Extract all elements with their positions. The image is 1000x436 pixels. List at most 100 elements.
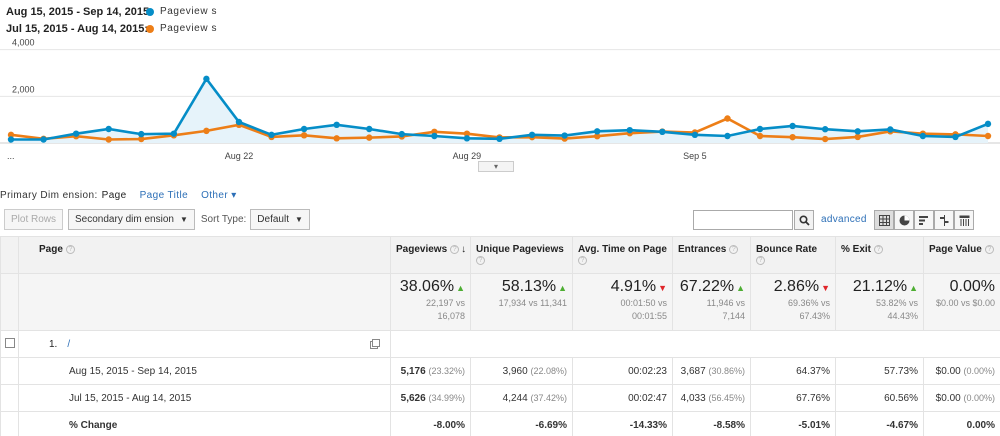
legend-row-current: Aug 15, 2015 - Sep 14, 2015: Pageview s <box>6 3 217 20</box>
data-point[interactable] <box>724 115 731 122</box>
grid-view-button[interactable] <box>874 210 894 230</box>
chart-resize-handle[interactable]: ▾ <box>478 161 514 172</box>
data-point[interactable] <box>105 125 112 133</box>
data-point[interactable] <box>72 130 80 137</box>
row-checkbox[interactable] <box>4 337 15 348</box>
data-point[interactable] <box>854 133 861 141</box>
data-point[interactable] <box>594 133 601 140</box>
pivot-view-button[interactable] <box>954 210 974 230</box>
secondary-dimension-dropdown[interactable]: Secondary dim ension ▼ <box>68 208 195 230</box>
data-point[interactable] <box>887 126 894 133</box>
help-icon[interactable]: ? <box>578 255 587 265</box>
data-point[interactable] <box>138 135 145 143</box>
data-point[interactable] <box>203 127 210 135</box>
data-point[interactable] <box>463 130 471 137</box>
data-point[interactable] <box>724 132 731 140</box>
data-point[interactable] <box>594 128 601 135</box>
help-icon[interactable]: ? <box>476 255 485 265</box>
column-header-pageviews[interactable]: Pageviews? ↓ <box>390 236 471 274</box>
data-point[interactable] <box>919 132 927 140</box>
sort-type-dropdown[interactable]: Default ▼ <box>250 208 310 230</box>
table-toolbar: Plot Rows Secondary dim ension ▼ Sort Ty… <box>4 208 310 230</box>
column-header-page[interactable]: Page? <box>18 236 391 274</box>
data-point[interactable] <box>984 132 992 140</box>
help-icon[interactable]: ? <box>984 244 994 254</box>
legend-dot-current <box>146 7 154 16</box>
data-point[interactable] <box>431 132 438 140</box>
cell-pageviews: 5,626 (34.99%) <box>390 384 471 412</box>
data-point[interactable] <box>756 132 764 140</box>
pageviews-line-chart: 4,000 2,000... Aug 22 Aug 29 Sep 5 <box>0 38 1000 161</box>
data-point[interactable] <box>659 128 666 135</box>
data-point[interactable] <box>952 133 959 141</box>
primary-dimension-page-title[interactable]: Page Title <box>139 189 189 201</box>
performance-view-button[interactable] <box>914 210 934 230</box>
data-point[interactable] <box>789 133 796 141</box>
data-point[interactable] <box>756 125 764 133</box>
data-point[interactable] <box>691 131 699 139</box>
data-point[interactable] <box>496 135 503 142</box>
advanced-filter-link[interactable]: advanced <box>821 214 867 225</box>
comparison-view-button[interactable] <box>934 210 954 230</box>
column-header-exit[interactable]: % Exit? <box>835 236 924 274</box>
arrow-up-icon: ▲ <box>456 283 465 293</box>
data-point[interactable] <box>138 130 145 138</box>
data-point[interactable] <box>268 131 275 139</box>
help-icon[interactable]: ? <box>756 255 765 265</box>
data-point[interactable] <box>300 125 308 133</box>
table-search-input[interactable] <box>693 210 793 230</box>
data-point[interactable] <box>463 135 471 142</box>
help-icon[interactable]: ? <box>65 244 75 254</box>
data-point[interactable] <box>854 128 861 135</box>
data-point[interactable] <box>170 130 178 137</box>
plot-rows-button[interactable]: Plot Rows <box>4 208 64 230</box>
summary-row: 38.06% ▲ 22,197 vs 16,078 58.13% ▲ 17,934 … <box>0 273 1000 331</box>
data-point[interactable] <box>366 125 373 133</box>
data-point[interactable] <box>105 136 112 143</box>
primary-dimension-other[interactable]: Other ▾ <box>201 189 237 201</box>
cell-bounce-rate: 67.76% <box>750 384 836 412</box>
help-icon[interactable]: ? <box>450 244 460 254</box>
data-point[interactable] <box>235 118 243 126</box>
column-header-entrances[interactable]: Entrances? <box>672 236 751 274</box>
sort-type-value: Default <box>257 213 289 225</box>
data-point[interactable] <box>7 131 15 139</box>
data-point[interactable] <box>333 135 340 142</box>
data-point[interactable] <box>203 75 210 83</box>
series-line <box>11 76 989 141</box>
data-point[interactable] <box>528 131 536 139</box>
column-header-page-value[interactable]: Page Value? <box>923 236 1000 274</box>
cell-exit: 60.56% <box>835 384 924 412</box>
help-icon[interactable]: ? <box>729 244 739 254</box>
summary-exit: 21.12% ▲ 53.82% vs 44.43% <box>835 273 924 331</box>
cell-page-value: 0.00% <box>923 411 1000 436</box>
column-header-avg-time[interactable]: Avg. Time on Page? <box>572 236 673 274</box>
help-icon[interactable]: ? <box>874 244 884 254</box>
page-link[interactable]: / <box>67 338 71 350</box>
cell-bounce-rate: 64.37% <box>750 357 836 385</box>
data-point[interactable] <box>7 136 15 143</box>
data-point[interactable] <box>300 132 308 139</box>
cell-pageviews: -8.00% <box>390 411 471 436</box>
open-external-icon[interactable] <box>370 339 380 349</box>
arrow-down-icon: ▼ <box>658 283 667 293</box>
x-tick-label: Sep 5 <box>683 151 707 161</box>
pie-view-button[interactable] <box>894 210 914 230</box>
summary-entrances: 67.22% ▲ 11,946 vs 7,144 <box>672 273 751 331</box>
data-point[interactable] <box>821 135 829 143</box>
data-point[interactable] <box>40 136 47 143</box>
data-point[interactable] <box>333 121 340 128</box>
data-point[interactable] <box>366 134 373 141</box>
search-button[interactable] <box>794 210 814 230</box>
column-header-bounce-rate[interactable]: Bounce Rate? <box>750 236 836 274</box>
data-point[interactable] <box>821 126 829 133</box>
data-point[interactable] <box>398 130 405 138</box>
column-header-unique-pageviews[interactable]: Unique Pageviews? <box>470 236 573 274</box>
select-all-cell[interactable] <box>0 236 19 274</box>
data-point[interactable] <box>984 120 992 128</box>
data-point[interactable] <box>789 122 796 130</box>
sort-desc-icon[interactable]: ↓ <box>461 244 467 255</box>
data-point[interactable] <box>561 132 568 139</box>
data-point[interactable] <box>626 126 633 134</box>
row-checkbox-cell[interactable] <box>0 330 19 358</box>
